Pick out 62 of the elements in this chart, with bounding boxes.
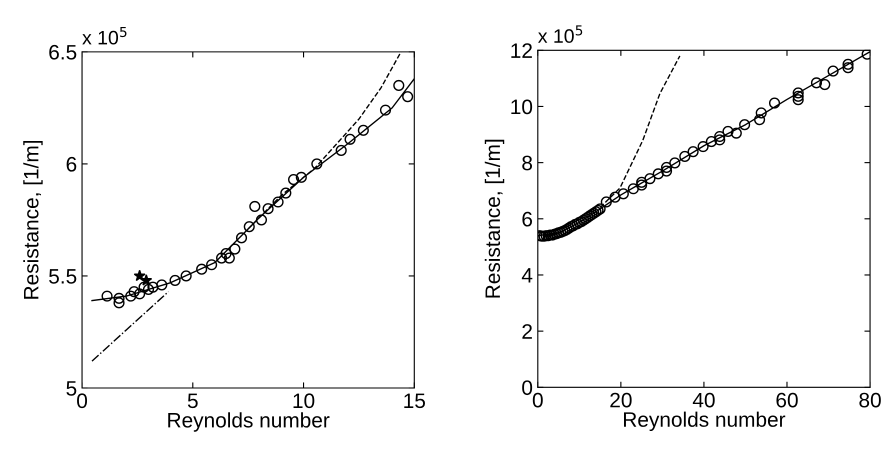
y-tick-label: 6: [522, 212, 532, 227]
point: [128, 286, 140, 298]
y-tick-label: 5: [66, 381, 76, 396]
point: [262, 203, 274, 214]
point: [216, 252, 228, 264]
x-tick-label: 80: [859, 392, 881, 408]
point: [206, 259, 218, 270]
point: [344, 134, 356, 145]
x-tick-label: 15: [404, 394, 426, 408]
point: [125, 290, 136, 302]
x-tick-label: 20: [610, 392, 632, 408]
y-axis-title: Resistance, [1/m]: [23, 140, 43, 299]
point: [280, 187, 292, 199]
point: [380, 104, 392, 116]
text: x 10$^{5}$: [82, 26, 126, 45]
y-axis-title: Resistance, [1/m]: [484, 140, 504, 298]
point: [147, 282, 158, 293]
point: [393, 80, 404, 92]
point: [220, 248, 232, 260]
y-tick-label: 6.5: [49, 44, 76, 60]
y-tick-label: 8: [522, 156, 532, 170]
x-axis-title: Reynolds number: [624, 412, 786, 432]
point: [140, 274, 152, 286]
point: [113, 297, 125, 308]
y-tick-label: 6: [66, 156, 76, 172]
point: [336, 144, 347, 156]
x-tick-label: 40: [692, 392, 715, 408]
x-axis-title: Reynolds number: [168, 412, 330, 432]
y-tick-label: 12: [511, 43, 532, 58]
point: [224, 252, 235, 264]
point: [402, 91, 414, 102]
x-tick-label: 60: [776, 392, 798, 408]
point: [296, 172, 307, 183]
point: [256, 214, 268, 226]
x-tick-label: 0: [77, 393, 88, 408]
point: [113, 292, 125, 304]
point: [358, 124, 369, 136]
y-tick-label: 0: [522, 380, 532, 396]
x-tick-label: 0: [532, 392, 543, 408]
point: [229, 244, 240, 255]
point: [170, 274, 181, 286]
point: [288, 174, 300, 186]
point: [311, 158, 322, 170]
point: [249, 200, 260, 212]
point: [102, 290, 113, 302]
y-tick-label: 4: [522, 268, 532, 283]
text: x 10$^{5}$: [538, 25, 582, 43]
y-tick-label: 2: [522, 324, 532, 339]
x-tick-label: 5: [188, 394, 198, 408]
point: [156, 279, 168, 290]
point: [142, 284, 154, 295]
x-tick-label: 10: [294, 393, 314, 408]
point: [134, 288, 146, 300]
point: [196, 264, 208, 275]
point: [138, 282, 150, 293]
point: [134, 270, 146, 282]
point: [180, 270, 192, 282]
y-tick-label: 5.5: [49, 269, 76, 284]
y-tick-label: 10: [511, 99, 532, 114]
point: [244, 221, 255, 232]
point: [236, 232, 248, 244]
point: [272, 196, 284, 208]
